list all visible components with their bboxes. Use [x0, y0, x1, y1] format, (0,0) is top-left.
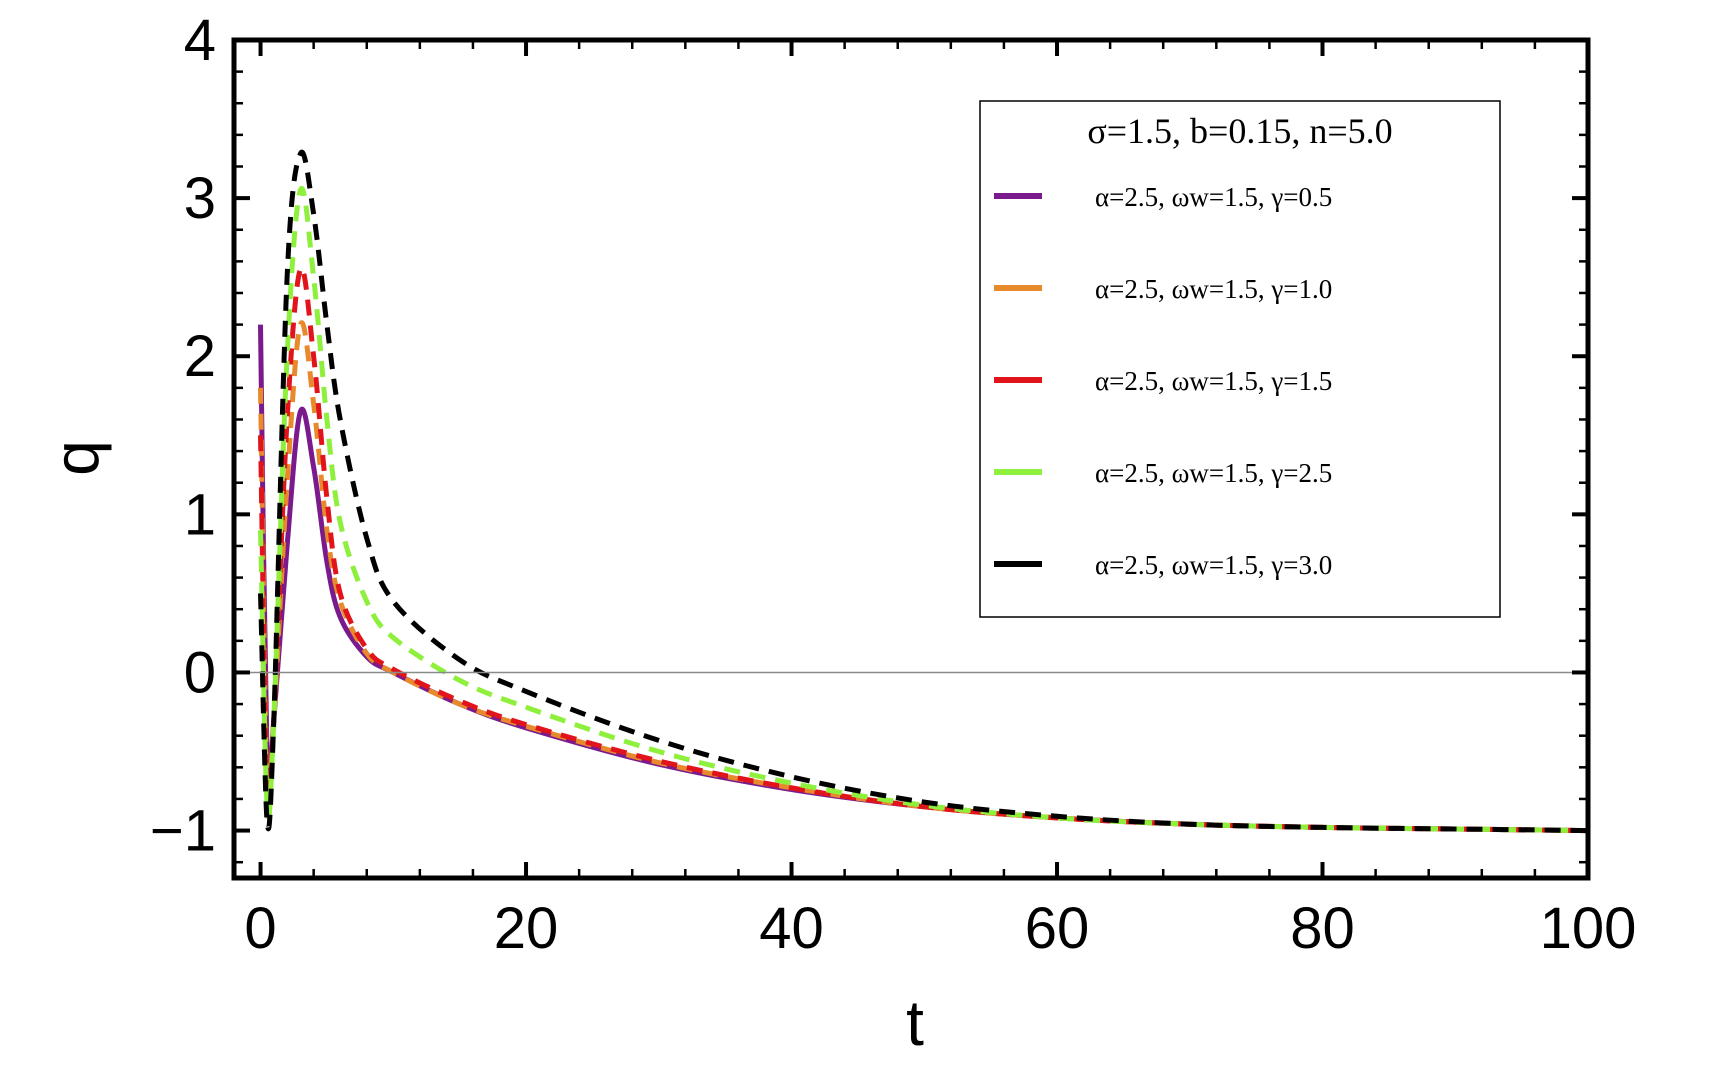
- x-tick-label: 40: [759, 896, 824, 961]
- legend-item: α=2.5, ωw=1.5, γ=1.0: [994, 274, 1332, 304]
- legend-item: α=2.5, ωw=1.5, γ=0.5: [994, 182, 1332, 212]
- series-line-4: [258, 185, 1588, 834]
- x-axis-label: t: [906, 987, 924, 1059]
- x-tick-label: 100: [1540, 896, 1637, 961]
- y-tick-label: 1: [184, 482, 216, 547]
- y-tick-labels: −1 0 1 2 3 4: [150, 8, 216, 864]
- y-tick-label: −1: [150, 799, 216, 864]
- legend-label: α=2.5, ωw=1.5, γ=0.5: [1095, 182, 1332, 212]
- y-axis-label: q: [40, 440, 112, 476]
- x-tick-label: 20: [494, 896, 559, 961]
- x-tick-label: 60: [1025, 896, 1090, 961]
- legend-items: α=2.5, ωw=1.5, γ=0.5 α=2.5, ωw=1.5, γ=1.0…: [994, 182, 1332, 580]
- legend-item: α=2.5, ωw=1.5, γ=1.5: [994, 366, 1332, 396]
- y-tick-label: 4: [184, 8, 216, 73]
- legend-label: α=2.5, ωw=1.5, γ=3.0: [1095, 550, 1332, 580]
- x-tick-label: 80: [1290, 896, 1355, 961]
- legend-title: σ=1.5, b=0.15, n=5.0: [1087, 111, 1392, 151]
- plot-frame: [231, 37, 1591, 881]
- legend-label: α=2.5, ωw=1.5, γ=1.5: [1095, 366, 1332, 396]
- legend-label: α=2.5, ωw=1.5, γ=2.5: [1095, 458, 1332, 488]
- x-tick-labels: 0 20 40 60 80 100: [244, 896, 1636, 961]
- legend-box: [979, 100, 1501, 618]
- y-tick-label: 0: [184, 640, 216, 705]
- legend-item: α=2.5, ωw=1.5, γ=2.5: [994, 458, 1332, 488]
- legend: σ=1.5, b=0.15, n=5.0 α=2.5, ωw=1.5, γ=0.…: [979, 100, 1501, 618]
- legend-label: α=2.5, ωw=1.5, γ=1.0: [1095, 274, 1332, 304]
- series-layer: [258, 149, 1588, 834]
- series-line-5: [258, 149, 1588, 834]
- legend-item: α=2.5, ωw=1.5, γ=3.0: [994, 550, 1332, 580]
- y-tick-label: 3: [184, 166, 216, 231]
- y-tick-label: 2: [184, 324, 216, 389]
- x-tick-label: 0: [244, 896, 276, 961]
